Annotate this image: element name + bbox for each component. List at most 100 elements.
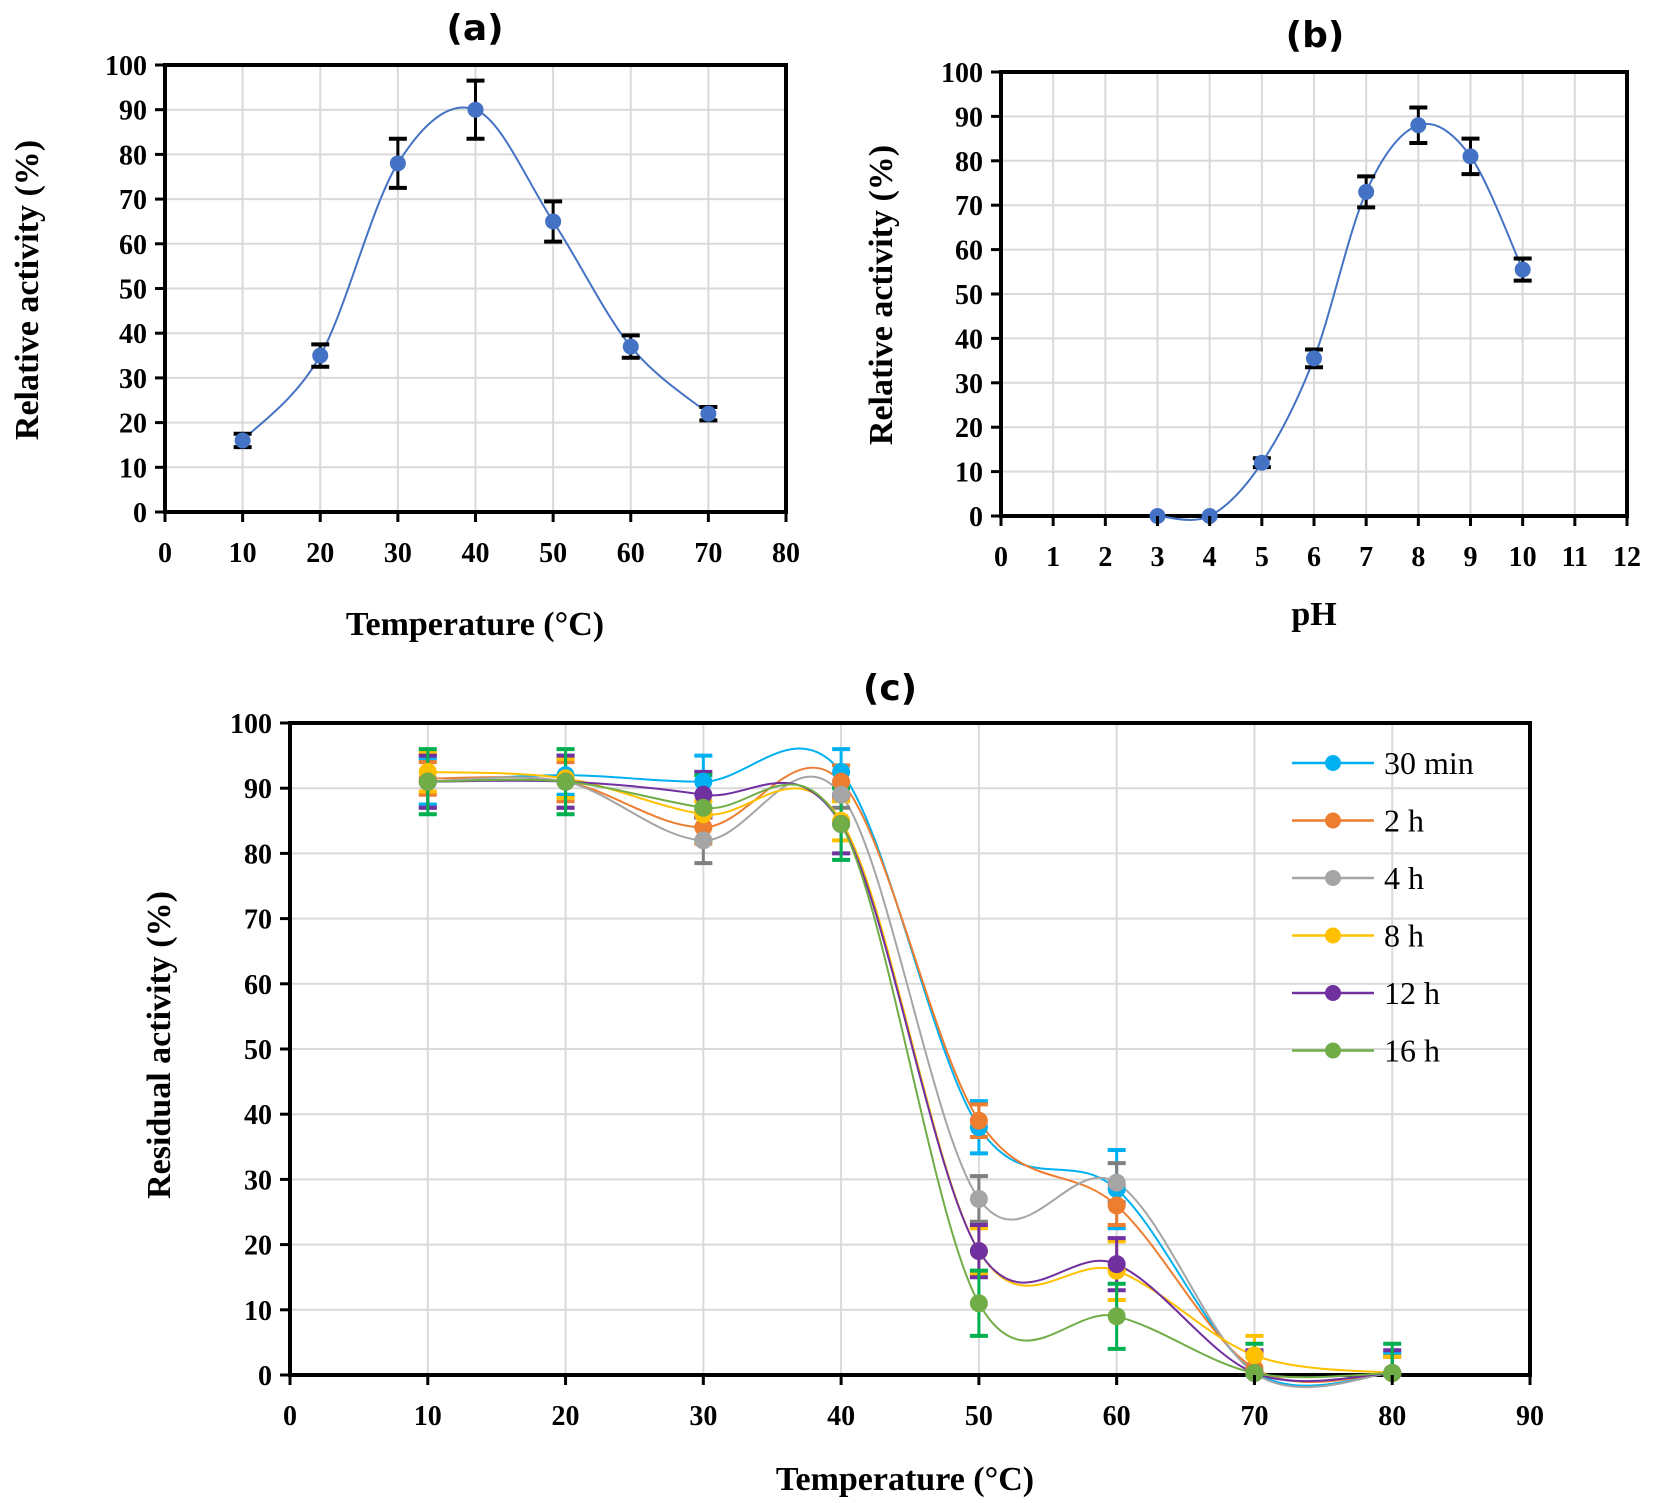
- y-tick-label: 70: [119, 185, 147, 216]
- y-tick-label: 60: [119, 230, 147, 261]
- x-tick-label: 20: [306, 538, 334, 569]
- data-point: [1245, 1346, 1264, 1365]
- x-tick-label: 50: [965, 1401, 993, 1432]
- panel-c-title: (c): [863, 668, 917, 709]
- x-tick-label: 70: [1240, 1401, 1268, 1432]
- y-tick-label: 40: [955, 324, 983, 355]
- y-tick-label: 70: [244, 905, 272, 936]
- legend-label: 30 min: [1384, 745, 1474, 781]
- data-point: [1462, 148, 1479, 165]
- x-tick-label: 10: [229, 538, 257, 569]
- data-point: [389, 155, 406, 172]
- panel-b-x-axis-label: pH: [1291, 596, 1336, 633]
- series-line: [427, 766, 1393, 1383]
- y-tick-label: 40: [119, 319, 147, 350]
- legend-label: 4 h: [1384, 860, 1424, 896]
- x-tick-label: 8: [1411, 542, 1425, 573]
- data-point: [1245, 1364, 1264, 1383]
- y-tick-label: 0: [969, 502, 983, 533]
- panel-a-x-axis-label: Temperature (°C): [346, 606, 604, 643]
- data-point: [1306, 350, 1322, 367]
- y-tick-label: 20: [244, 1231, 272, 1262]
- y-tick-label: 60: [955, 236, 983, 267]
- x-tick-label: 9: [1464, 542, 1478, 573]
- data-point: [418, 772, 437, 791]
- panel-c-y-axis-label: Residual activity (%): [141, 891, 178, 1199]
- series-line: [427, 770, 1393, 1375]
- y-tick-label: 0: [258, 1361, 272, 1392]
- data-point: [969, 1294, 988, 1313]
- y-tick-label: 50: [119, 275, 147, 306]
- data-point: [1253, 454, 1270, 471]
- panel-a-ticks: 0 10 20 30 40 50 60 70 80 0 10 20 30 40 50 60 70 80 90 100: [105, 51, 800, 569]
- data-point: [694, 772, 713, 791]
- x-tick-label: 80: [1378, 1401, 1406, 1432]
- series-line: [427, 779, 1393, 1383]
- x-tick-label: 12: [1613, 542, 1641, 573]
- data-point: [694, 785, 713, 804]
- data-point: [700, 405, 717, 422]
- legend-item: 30 min: [1292, 745, 1474, 781]
- legend-item: 2 h: [1292, 803, 1424, 839]
- y-tick-label: 20: [955, 413, 983, 444]
- data-point: [832, 772, 851, 791]
- x-tick-label: 30: [384, 538, 412, 569]
- y-tick-label: 0: [133, 498, 147, 529]
- y-tick-label: 70: [955, 191, 983, 222]
- data-point: [234, 432, 251, 449]
- series-relative-activity: [1157, 105, 1532, 521]
- y-tick-label: 10: [955, 458, 983, 489]
- x-tick-label: 50: [539, 538, 567, 569]
- data-point: [694, 798, 713, 817]
- panel-b-chart: (b) 0 1 2 3 4 5 6 7 8 9 10 11 1201020304050607080901…: [863, 15, 1641, 633]
- x-tick-label: 2: [1098, 542, 1112, 573]
- panel-a-chart: (a) 0 10 20 30 40 50 60 70 80 0 10 20 30 40 50 60 70 80 90…: [9, 8, 800, 643]
- legend-marker: [1325, 812, 1341, 829]
- data-point: [1410, 117, 1427, 134]
- y-tick-label: 60: [244, 970, 272, 1001]
- y-tick-label: 90: [244, 774, 272, 805]
- data-point: [312, 347, 329, 364]
- legend-label: 8 h: [1384, 918, 1424, 954]
- y-tick-label: 80: [955, 147, 983, 178]
- x-tick-label: 3: [1151, 542, 1165, 573]
- legend-item: 16 h: [1292, 1033, 1440, 1069]
- data-point: [545, 213, 562, 230]
- panel-c-legend: 30 min 2 h 4 h 8 h 12 h 16 h: [1292, 745, 1474, 1069]
- data-point: [622, 338, 639, 355]
- x-tick-label: 40: [462, 538, 490, 569]
- legend-marker: [1325, 755, 1341, 771]
- x-tick-label: 10: [414, 1401, 442, 1432]
- y-tick-label: 30: [955, 369, 983, 400]
- panel-a-y-axis-label: Relative activity (%): [9, 140, 46, 440]
- panel-c-chart: (c) 0 10 20 30 40 50 60 70 80 90 0 10 20 30 40 50 60 70 80…: [141, 668, 1544, 1498]
- data-point: [694, 831, 713, 850]
- panel-b-grid: [999, 70, 1629, 518]
- y-tick-label: 10: [244, 1296, 272, 1327]
- legend-label: 2 h: [1384, 803, 1424, 839]
- data-point: [1358, 183, 1375, 200]
- panel-c-ticks: 0 10 20 30 40 50 60 70 80 90 0 10 20 30 40 50 60 70 80 90 10…: [230, 709, 1544, 1432]
- y-tick-label: 40: [244, 1100, 272, 1131]
- legend-marker: [1325, 985, 1341, 1001]
- y-tick-label: 80: [119, 140, 147, 171]
- x-tick-label: 11: [1562, 542, 1588, 573]
- panel-c-plot: [418, 747, 1402, 1389]
- panel-b-title: (b): [1286, 15, 1345, 56]
- data-point: [1107, 1307, 1126, 1326]
- x-tick-label: 60: [1103, 1401, 1131, 1432]
- data-point: [832, 815, 851, 834]
- legend-label: 12 h: [1384, 975, 1440, 1011]
- legend-marker: [1325, 1042, 1341, 1059]
- x-tick-label: 10: [1509, 542, 1537, 573]
- data-point: [556, 772, 575, 791]
- y-tick-label: 100: [941, 58, 983, 89]
- x-tick-label: 60: [617, 538, 645, 569]
- x-tick-label: 70: [694, 538, 722, 569]
- panel-a-plot: [233, 78, 718, 450]
- data-point: [969, 1242, 988, 1261]
- data-point: [1383, 1364, 1402, 1383]
- data-point: [969, 1111, 988, 1130]
- y-tick-label: 20: [119, 409, 147, 440]
